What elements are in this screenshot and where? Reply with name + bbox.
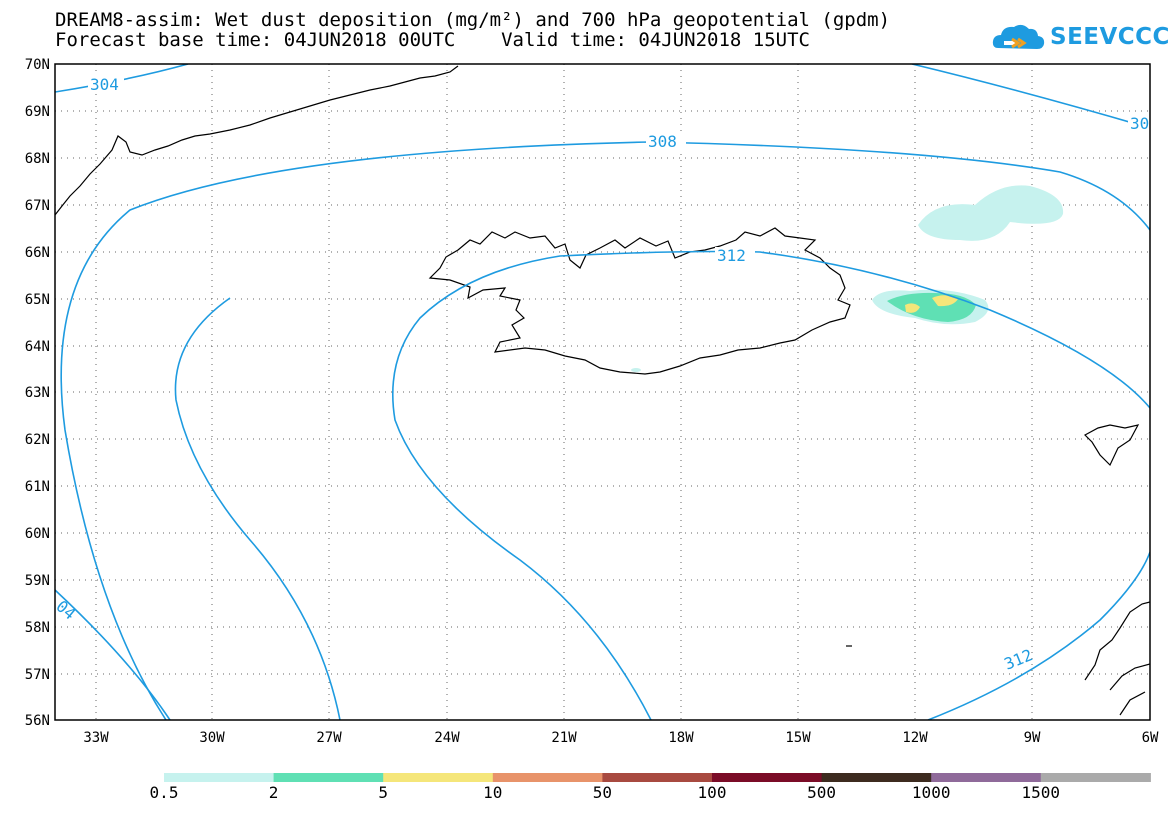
lon-label: 12W bbox=[902, 730, 928, 746]
lat-label: 59N bbox=[25, 573, 50, 589]
lat-label: 58N bbox=[25, 620, 50, 636]
colorbar-label: 1500 bbox=[1021, 783, 1061, 802]
contour-308-main bbox=[60, 141, 1150, 720]
lat-label: 68N bbox=[25, 151, 50, 167]
contour-304-nw bbox=[55, 64, 189, 93]
lat-label: 61N bbox=[25, 479, 50, 495]
map-frame bbox=[54, 63, 1151, 721]
colorbar-swatch bbox=[931, 773, 1042, 782]
lat-label: 65N bbox=[25, 292, 50, 308]
contour-labels: 304 308 312 30 04 312 bbox=[52, 75, 1150, 674]
lat-label: 62N bbox=[25, 432, 50, 448]
colorbar-swatch bbox=[821, 773, 932, 782]
longitude-labels: 33W 30W 27W 24W 21W 18W 15W 12W 9W 6W bbox=[83, 730, 1159, 746]
colorbar-label: 10 bbox=[483, 783, 503, 802]
map-grid bbox=[55, 64, 1150, 720]
lon-label: 30W bbox=[199, 730, 225, 746]
colorbar-swatch bbox=[492, 773, 603, 782]
contour-312-main bbox=[174, 250, 1150, 720]
contour-312-se bbox=[927, 551, 1150, 720]
lat-label: 67N bbox=[25, 198, 50, 214]
scotland-coast bbox=[1084, 601, 1150, 716]
greenland-coast bbox=[55, 65, 459, 216]
colorbar-swatch bbox=[1040, 773, 1151, 782]
colorbar-swatch bbox=[712, 773, 823, 782]
contour-label: 04 bbox=[52, 597, 79, 624]
colorbar-label: 0.5 bbox=[149, 783, 179, 802]
dust-deposition-shading bbox=[631, 185, 1064, 372]
colorbar-swatch bbox=[164, 773, 275, 782]
contour-30x-ne bbox=[911, 64, 1150, 129]
lat-label: 57N bbox=[25, 667, 50, 683]
contour-label: 304 bbox=[90, 75, 119, 94]
lon-label: 18W bbox=[668, 730, 694, 746]
geopotential-contours bbox=[55, 64, 1150, 720]
contour-304-sw bbox=[55, 589, 171, 720]
cloud-logo-icon bbox=[992, 24, 1045, 49]
lon-label: 9W bbox=[1024, 730, 1041, 746]
colorbar-swatch bbox=[602, 773, 713, 782]
contour-label: 30 bbox=[1130, 114, 1149, 133]
map-title: DREAM8-assim: Wet dust deposition (mg/m²… bbox=[55, 9, 891, 31]
colorbar-label: 5 bbox=[378, 783, 389, 802]
colorbar-swatch bbox=[273, 773, 384, 782]
colorbar-label: 500 bbox=[807, 783, 837, 802]
contour-label: 312 bbox=[717, 246, 746, 265]
lon-label: 21W bbox=[551, 730, 577, 746]
colorbar-swatch bbox=[383, 773, 494, 782]
iceland-coast bbox=[428, 227, 851, 375]
contour-label: 308 bbox=[648, 132, 677, 151]
lon-label: 27W bbox=[316, 730, 342, 746]
lat-label: 70N bbox=[25, 57, 50, 73]
lat-label: 63N bbox=[25, 385, 50, 401]
lon-label: 33W bbox=[83, 730, 109, 746]
lat-label: 64N bbox=[25, 339, 50, 355]
seevccc-logo: SEEVCCC bbox=[990, 18, 1169, 58]
lon-label: 15W bbox=[785, 730, 811, 746]
colorbar-label: 1000 bbox=[911, 783, 951, 802]
logo-text: SEEVCCC bbox=[1050, 24, 1170, 50]
lat-label: 66N bbox=[25, 245, 50, 261]
lat-label: 60N bbox=[25, 526, 50, 542]
lon-label: 24W bbox=[434, 730, 460, 746]
faroe-coast bbox=[1084, 424, 1140, 467]
map-subtitle-times: Forecast base time: 04JUN2018 00UTC Vali… bbox=[55, 29, 810, 51]
colorbar-label: 100 bbox=[697, 783, 727, 802]
lat-label: 69N bbox=[25, 104, 50, 120]
colorbar-label: 2 bbox=[268, 783, 279, 802]
lon-label: 6W bbox=[1142, 730, 1159, 746]
coastlines bbox=[55, 65, 1150, 716]
lat-label: 56N bbox=[25, 713, 50, 729]
colorbar bbox=[164, 773, 1151, 782]
colorbar-label: 50 bbox=[592, 783, 613, 802]
latitude-labels: 70N 69N 68N 67N 66N 65N 64N 63N 62N 61N … bbox=[25, 57, 50, 729]
